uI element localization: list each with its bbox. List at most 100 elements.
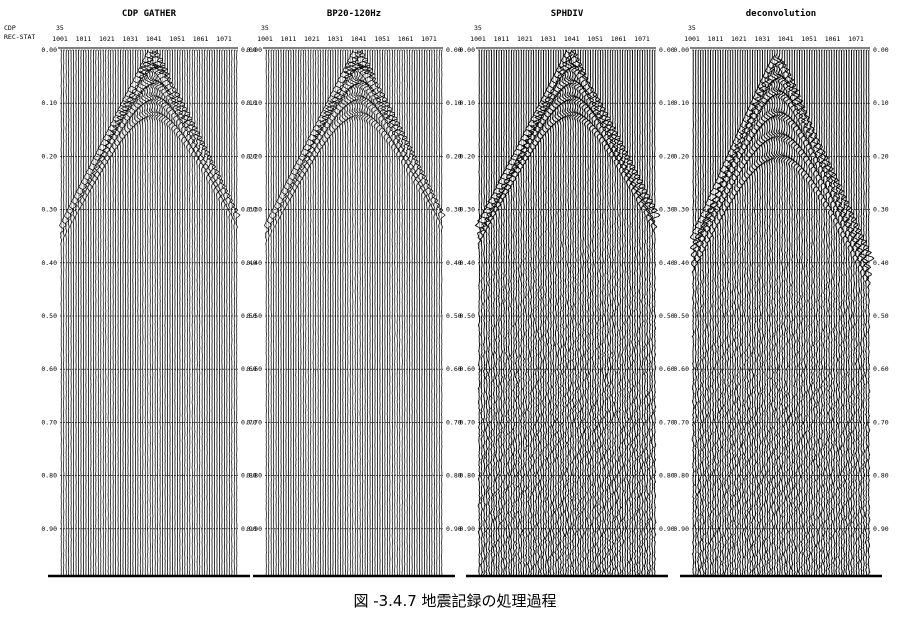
time-label-left: 0.60 bbox=[459, 365, 475, 373]
wiggle bbox=[689, 50, 699, 576]
wiggle bbox=[573, 50, 583, 576]
wiggle bbox=[522, 50, 532, 576]
wiggle bbox=[424, 49, 431, 576]
wiggle bbox=[281, 49, 288, 576]
wiggle bbox=[785, 50, 795, 576]
wiggle bbox=[621, 50, 631, 576]
wiggle bbox=[373, 49, 382, 575]
time-label-right: 0.00 bbox=[241, 46, 257, 54]
trace-label: 1071 bbox=[848, 35, 864, 43]
time-label-right: 0.70 bbox=[659, 418, 675, 426]
wiggle bbox=[562, 49, 570, 576]
wiggle bbox=[194, 50, 202, 576]
wiggle bbox=[694, 50, 704, 576]
wiggle bbox=[777, 50, 785, 576]
wiggle bbox=[92, 50, 100, 575]
trace-label: 1011 bbox=[708, 35, 724, 43]
time-label-left: 0.60 bbox=[246, 365, 262, 373]
wiggle bbox=[283, 49, 291, 575]
wiggle bbox=[570, 49, 578, 576]
wiggle bbox=[704, 50, 714, 576]
wiggle bbox=[633, 50, 644, 576]
trace-label: 1071 bbox=[216, 35, 232, 43]
wiggle bbox=[401, 49, 410, 575]
time-label-left: 0.30 bbox=[246, 206, 262, 214]
wiggle bbox=[90, 50, 98, 576]
time-label-right: 0.80 bbox=[873, 472, 889, 480]
wiggle bbox=[295, 49, 303, 575]
wiggle bbox=[700, 50, 709, 576]
time-label-left: 0.20 bbox=[459, 152, 475, 160]
wiggle bbox=[154, 49, 166, 575]
wiggle bbox=[711, 50, 721, 576]
wiggle bbox=[377, 49, 388, 575]
time-label-left: 0.80 bbox=[459, 472, 475, 480]
wiggle bbox=[300, 49, 308, 576]
wiggle bbox=[553, 50, 560, 576]
wiggle bbox=[206, 50, 214, 575]
wiggle bbox=[593, 50, 604, 576]
time-label-left: 0.10 bbox=[246, 99, 262, 107]
wiggle bbox=[66, 49, 73, 576]
caption: 図 -3.4.7 地震記録の処理過程 bbox=[353, 592, 556, 610]
wiggle bbox=[180, 50, 191, 576]
wiggle bbox=[298, 50, 305, 576]
wiggle bbox=[853, 50, 862, 575]
time-label-left: 0.80 bbox=[673, 472, 689, 480]
wiggle bbox=[142, 49, 154, 576]
time-label-right: 0.70 bbox=[241, 418, 257, 426]
trace-label: 1041 bbox=[564, 35, 580, 43]
wiggle bbox=[204, 49, 212, 576]
wiggle bbox=[419, 49, 427, 576]
wiggle bbox=[61, 50, 67, 576]
panel-id: 35 bbox=[474, 24, 482, 32]
wiggle bbox=[183, 49, 193, 576]
time-label-right: 0.90 bbox=[659, 525, 675, 533]
wiggle bbox=[369, 49, 377, 576]
wiggle bbox=[422, 49, 429, 576]
wiggle bbox=[507, 50, 518, 576]
time-label-left: 0.10 bbox=[673, 99, 689, 107]
time-label-left: 0.50 bbox=[673, 312, 689, 320]
wiggle bbox=[436, 49, 444, 576]
wiggle bbox=[151, 49, 161, 575]
time-label-right: 0.60 bbox=[446, 365, 462, 373]
wiggle bbox=[568, 49, 576, 576]
wiggle bbox=[848, 50, 857, 576]
wiggle bbox=[724, 50, 733, 575]
wiggle bbox=[234, 49, 241, 575]
wiggle bbox=[626, 50, 636, 576]
wiggle bbox=[729, 50, 737, 575]
wiggle bbox=[480, 50, 490, 576]
wiggle bbox=[727, 50, 735, 576]
time-label-left: 0.60 bbox=[41, 365, 57, 373]
wiggle bbox=[112, 50, 122, 576]
wiggle bbox=[371, 49, 380, 576]
wiggle bbox=[59, 49, 65, 576]
wiggle bbox=[116, 49, 126, 575]
wiggle bbox=[587, 50, 595, 576]
wiggle bbox=[222, 49, 229, 575]
wiggle bbox=[558, 50, 568, 576]
wiggle bbox=[550, 50, 558, 576]
traces bbox=[59, 49, 241, 576]
wiggle bbox=[864, 50, 875, 576]
panel-title: BP20-120Hz bbox=[327, 9, 381, 19]
wiggle bbox=[95, 50, 104, 576]
wiggle bbox=[396, 50, 406, 575]
wiggle bbox=[293, 49, 301, 576]
panel-id: 35 bbox=[688, 24, 696, 32]
wiggle bbox=[100, 49, 109, 575]
wiggle bbox=[81, 49, 88, 576]
wiggle bbox=[158, 50, 169, 576]
wiggle bbox=[149, 49, 159, 576]
wiggle bbox=[414, 50, 422, 576]
wiggle bbox=[76, 50, 83, 575]
wiggle bbox=[813, 50, 821, 576]
wiggle bbox=[502, 50, 513, 576]
wiggle bbox=[505, 50, 515, 576]
wiggle bbox=[375, 49, 385, 576]
trace-label: 1061 bbox=[398, 35, 414, 43]
wiggle bbox=[227, 49, 233, 576]
wiggle bbox=[474, 50, 485, 576]
